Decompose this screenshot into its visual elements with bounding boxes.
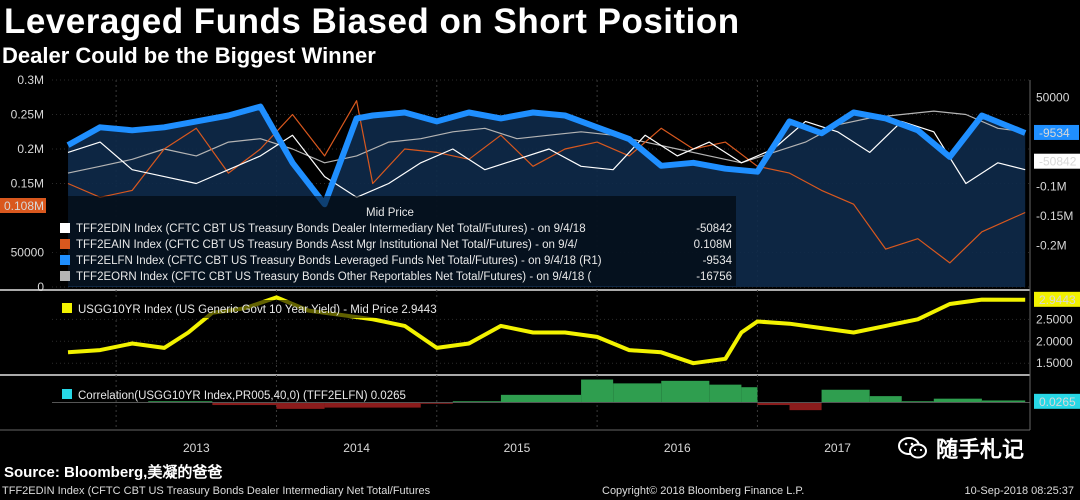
last-value-dealer-bg — [1034, 153, 1080, 169]
legend-box — [56, 196, 736, 286]
last-value-leveraged-bg — [1034, 124, 1079, 140]
last-value-asset-mgr-bg — [0, 198, 46, 213]
last-value-leveraged: -9534 — [1039, 126, 1070, 140]
x-tick-label: 2014 — [343, 441, 370, 455]
legend-label: TFF2EAIN Index (CFTC CBT US Treasury Bon… — [76, 239, 578, 251]
correlation-bar — [869, 396, 902, 403]
footer-copyright: Copyright© 2018 Bloomberg Finance L.P. — [602, 485, 805, 497]
y-tick-label-right: 2.0000 — [1036, 334, 1073, 348]
y-tick-label-left: 0.15M — [11, 177, 44, 191]
y-tick-label-right: 1.5000 — [1036, 356, 1073, 370]
correlation-bar — [933, 398, 982, 403]
correlation-bar — [789, 402, 822, 411]
watermark-text: 随手札记 — [936, 437, 1025, 462]
legend-swatch — [62, 389, 72, 399]
x-tick-label: 2017 — [824, 441, 851, 455]
y-tick-label-left: 0 — [37, 280, 44, 294]
x-tick-label: 2016 — [664, 441, 691, 455]
legend-value: 0.108M — [694, 239, 732, 251]
last-value-asset-mgr: 0.108M — [4, 199, 44, 213]
correlation-bar — [741, 387, 758, 403]
x-tick-label: 2015 — [504, 441, 531, 455]
correlation-bar — [420, 402, 453, 404]
y-tick-label-left: 50000 — [11, 246, 45, 260]
watermark: 随手札记 — [898, 432, 1024, 464]
y-tick-label-right: -0.2M — [1036, 239, 1067, 253]
last-value-yield: 2.9443 — [1039, 293, 1076, 307]
series-line-leveraged-funds — [66, 103, 1027, 208]
footer-security-name: TFF2EDIN Index (CFTC CBT US Treasury Bon… — [2, 485, 431, 497]
correlation-bar — [500, 394, 582, 403]
legend-swatch — [60, 223, 70, 233]
last-value-correlation: 0.0265 — [1039, 395, 1076, 409]
footer-timestamp: 10-Sep-2018 08:25:37 — [964, 485, 1074, 497]
legend-box-yield — [56, 300, 511, 318]
legend-swatch — [62, 303, 72, 313]
series-line-asset-mgr — [67, 100, 1026, 264]
legend-label: TFF2EDIN Index (CFTC CBT US Treasury Bon… — [76, 223, 586, 235]
correlation-bar — [757, 402, 790, 406]
legend-swatch — [60, 239, 70, 249]
chart-title: Leveraged Funds Biased on Short Position — [4, 2, 740, 41]
correlation-bar — [212, 402, 277, 406]
legend-value: -16756 — [696, 271, 732, 283]
legend-value: -50842 — [696, 223, 732, 235]
correlation-bar — [661, 380, 710, 403]
last-value-dealer: -50842 — [1039, 155, 1077, 169]
correlation-bar — [821, 389, 870, 403]
legend-value: -9534 — [703, 255, 733, 267]
correlation-bar — [452, 401, 501, 403]
y-tick-label-left: 0.3M — [17, 73, 44, 87]
correlation-bar — [709, 384, 742, 403]
legend-label: TFF2EORN Index (CFTC CBT US Treasury Bon… — [76, 271, 592, 283]
legend-swatch — [60, 271, 70, 281]
legend-label-correlation: Correlation(USGG10YR Index,PR005,40,0) (… — [78, 390, 406, 402]
y-tick-label-right: 50000 — [1036, 91, 1070, 105]
y-tick-label-right: -0.15M — [1036, 209, 1073, 223]
correlation-bar — [981, 400, 1026, 403]
legend-title: Mid Price — [366, 207, 414, 219]
correlation-bar — [901, 401, 934, 403]
correlation-bar — [613, 383, 662, 403]
legend-swatch — [60, 255, 70, 265]
last-value-yield-bg — [1034, 291, 1080, 307]
last-value-correlation-bg — [1034, 393, 1080, 409]
correlation-bar — [148, 401, 213, 403]
correlation-bar — [324, 402, 421, 408]
legend-label: TFF2ELFN Index (CFTC CBT US Treasury Bon… — [76, 255, 602, 267]
series-line-dealer — [67, 120, 1026, 198]
y-tick-label-right: 2.5000 — [1036, 312, 1073, 326]
chat-bubbles-icon — [898, 436, 928, 460]
y-tick-label-left: 0.2M — [17, 142, 44, 156]
y-tick-label-right: -0.1M — [1036, 179, 1067, 193]
legend-label-yield: USGG10YR Index (US Generic Govt 10 Year … — [78, 304, 437, 316]
correlation-bar — [276, 402, 325, 409]
source-note: Source: Bloomberg,美凝的爸爸 — [4, 464, 223, 481]
y-tick-label-left: 0.25M — [11, 108, 44, 122]
x-tick-label: 2013 — [183, 441, 210, 455]
correlation-bar — [581, 379, 614, 403]
chart-subtitle: Dealer Could be the Biggest Winner — [2, 43, 376, 68]
